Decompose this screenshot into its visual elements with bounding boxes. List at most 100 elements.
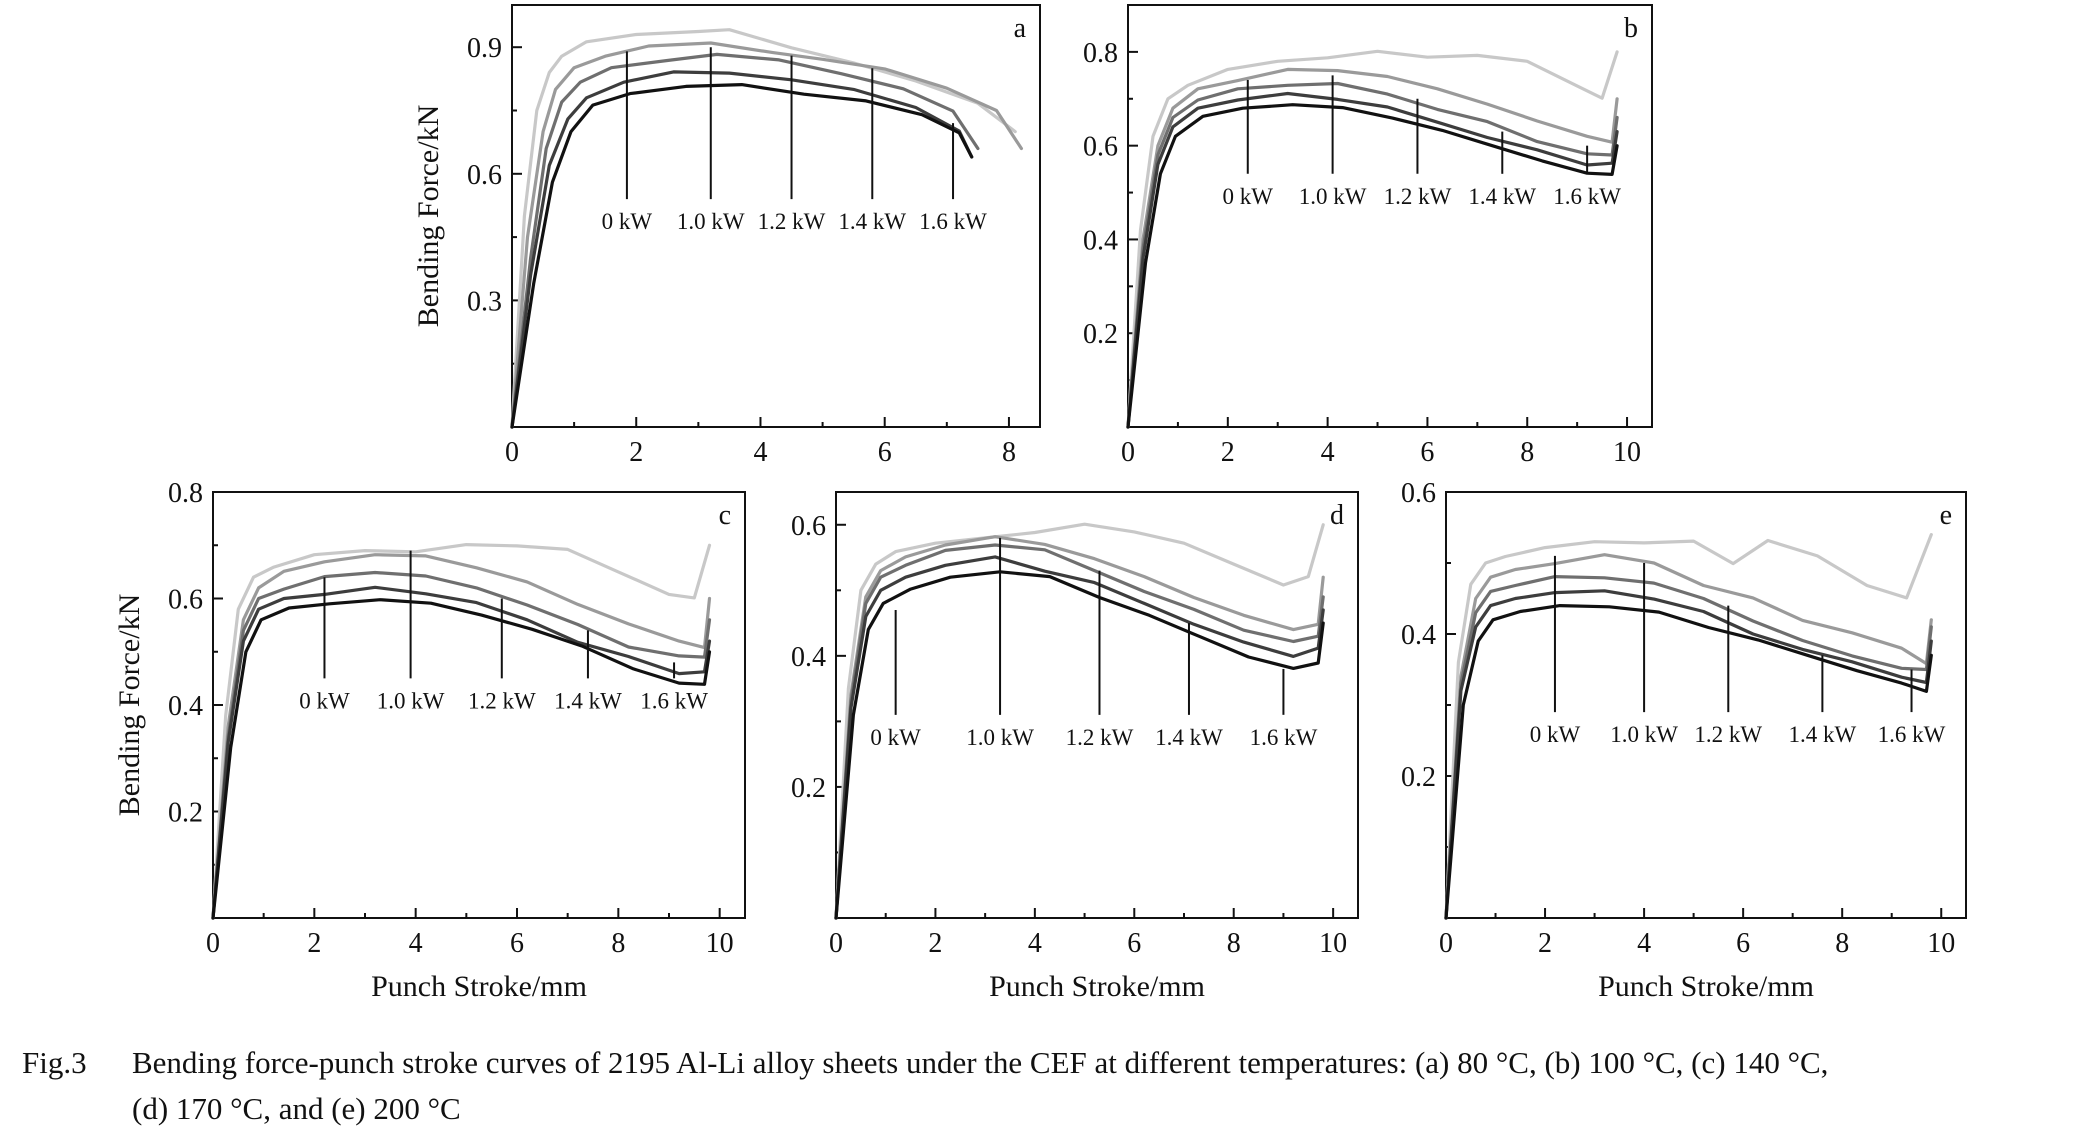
x-axis-label: Punch Stroke/mm	[989, 970, 1205, 1003]
x-tick-label: 0	[206, 928, 220, 959]
series-line-4	[1444, 589, 1933, 920]
x-tick-label: 2	[1538, 928, 1552, 959]
series-line-2	[834, 535, 1325, 920]
y-axis-label: Bending Force/kN	[412, 105, 445, 327]
chart-panel-b: 0 2 4 6 8 10 0.2 0.4 0.6 0.8 0 kW 1.0 kW 1.2 kW 1.4 k…	[1083, 4, 1653, 468]
x-tick-label: 4	[753, 437, 767, 468]
annotation-label: 1.0 kW	[677, 209, 745, 234]
y-tick-label: 0.4	[1083, 225, 1118, 256]
plot-frame	[511, 4, 1041, 428]
annotation-label: 1.2 kW	[758, 209, 826, 234]
series-line-3	[834, 543, 1325, 920]
series-line-1	[510, 28, 1017, 429]
annotation-label: 1.2 kW	[1384, 184, 1452, 209]
x-axis-label: Punch Stroke/mm	[1598, 970, 1814, 1003]
annotation-label: 1.4 kW	[554, 688, 622, 713]
annotation-label: 1.0 kW	[377, 688, 445, 713]
caption-label: Fig.3	[22, 1045, 87, 1080]
y-tick-label: 0.6	[1401, 478, 1436, 509]
annotation-label: 0 kW	[1223, 184, 1274, 209]
x-tick-label: 6	[878, 437, 892, 468]
y-axis-label: Bending Force/kN	[113, 594, 146, 816]
series-line-5	[1126, 103, 1619, 429]
annotation-label: 1.6 kW	[1553, 184, 1621, 209]
x-tick-label: 4	[1637, 928, 1651, 959]
y-tick-label: 0.4	[168, 691, 203, 722]
y-tick-label: 0.6	[168, 585, 203, 616]
x-tick-label: 8	[1227, 928, 1241, 959]
caption-line-2: (d) 170 °C, and (e) 200 °C	[132, 1091, 461, 1126]
annotation-label: 1.2 kW	[468, 688, 536, 713]
series-line-5	[211, 598, 712, 920]
chart-panel-d: 0 2 4 6 8 10 0.2 0.4 0.6 0 kW 1.0 kW 1.2 kW 1.4 kW 1.…	[791, 491, 1359, 1003]
annotation-label: 0 kW	[870, 725, 921, 750]
series-line-2	[510, 41, 1023, 429]
x-tick-label: 8	[611, 928, 625, 959]
series-line-5	[1444, 604, 1933, 920]
annotation-label: 1.0 kW	[1610, 722, 1678, 747]
annotation-label: 1.0 kW	[966, 725, 1034, 750]
y-tick-label: 0.8	[1083, 38, 1118, 69]
annotation-label: 1.6 kW	[919, 209, 987, 234]
panel-letter: a	[1014, 13, 1027, 44]
annotation-label: 0 kW	[299, 688, 350, 713]
series-line-4	[510, 70, 974, 429]
x-tick-label: 0	[829, 928, 843, 959]
series-line-3	[1126, 81, 1619, 429]
chart-panel-c: 0 2 4 6 8 10 0.2 0.4 0.6 0.8 0 kW 1.0 kW 1.2 kW 1.4 k…	[113, 478, 746, 1003]
y-tick-label: 0.2	[1083, 319, 1118, 350]
x-tick-label: 6	[1420, 437, 1434, 468]
y-tick-label: 0.4	[1401, 620, 1436, 651]
series-line-5	[834, 570, 1325, 920]
plot-frame	[1127, 4, 1653, 428]
plot-frame	[835, 491, 1359, 919]
y-tick-label: 0.8	[168, 478, 203, 509]
annotation-label: 1.6 kW	[1878, 722, 1946, 747]
x-tick-label: 6	[1736, 928, 1750, 959]
y-tick-label: 0.6	[467, 160, 502, 191]
series-line-1	[1126, 49, 1619, 429]
x-tick-label: 10	[1319, 928, 1347, 959]
chart-panel-e: 0 2 4 6 8 10 0.2 0.4 0.6 0 kW 1.0 kW 1.2 kW 1.4 kW 1.…	[1401, 478, 1967, 1003]
series-line-2	[1444, 553, 1933, 920]
x-tick-label: 2	[1221, 437, 1235, 468]
series-line-3	[1444, 575, 1933, 920]
series-line-2	[211, 553, 712, 920]
annotation-label: 1.4 kW	[838, 209, 906, 234]
series-line-2	[1126, 67, 1619, 429]
annotation-label: 1.6 kW	[1250, 725, 1318, 750]
caption-line-1: Bending force-punch stroke curves of 219…	[132, 1045, 1829, 1080]
chart-panel-a: 0 2 4 6 8 0.3 0.6 0.9 0 kW 1.0 kW 1.2 kW 1.4 kW 1.6 …	[412, 4, 1041, 468]
annotation-label: 0 kW	[602, 209, 653, 234]
x-tick-label: 0	[1121, 437, 1135, 468]
x-tick-label: 0	[1439, 928, 1453, 959]
x-tick-label: 2	[928, 928, 942, 959]
x-tick-label: 10	[706, 928, 734, 959]
series-line-3	[510, 52, 980, 429]
annotation-label: 1.4 kW	[1789, 722, 1857, 747]
annotation-label: 1.4 kW	[1155, 725, 1223, 750]
annotation-label: 1.4 kW	[1468, 184, 1536, 209]
y-tick-label: 0.9	[467, 33, 502, 64]
series-line-4	[211, 585, 712, 920]
series-line-5	[510, 83, 974, 429]
plot-frame	[1445, 491, 1967, 919]
x-tick-label: 10	[1927, 928, 1955, 959]
y-tick-label: 0.6	[791, 511, 826, 542]
figure-caption: Fig.3 Bending force-punch stroke curves o…	[22, 1040, 2072, 1132]
series-line-1	[211, 543, 712, 920]
series-line-1	[834, 522, 1325, 920]
annotation-label: 1.6 kW	[640, 688, 708, 713]
y-tick-label: 0.2	[1401, 762, 1436, 793]
x-axis-label: Punch Stroke/mm	[371, 970, 587, 1003]
x-tick-label: 8	[1002, 437, 1016, 468]
y-tick-label: 0.2	[168, 798, 203, 829]
x-tick-label: 2	[307, 928, 321, 959]
y-tick-label: 0.4	[791, 642, 826, 673]
y-tick-label: 0.3	[467, 286, 502, 317]
panel-letter: d	[1330, 500, 1344, 531]
series-line-3	[211, 570, 712, 920]
x-tick-label: 4	[1321, 437, 1335, 468]
annotation-label: 1.2 kW	[1066, 725, 1134, 750]
